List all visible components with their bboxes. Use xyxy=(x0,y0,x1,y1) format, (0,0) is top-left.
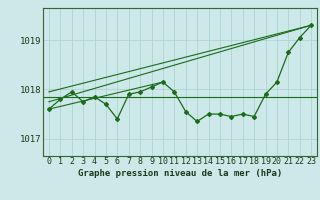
X-axis label: Graphe pression niveau de la mer (hPa): Graphe pression niveau de la mer (hPa) xyxy=(78,169,282,178)
